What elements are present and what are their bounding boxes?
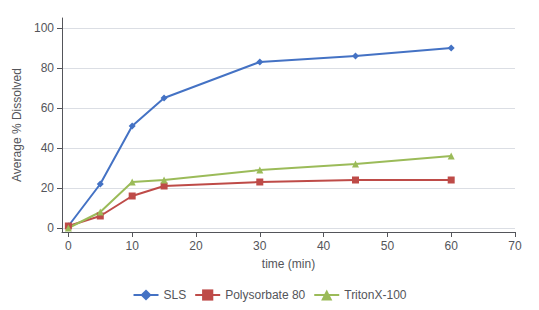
svg-text:Polysorbate 80: Polysorbate 80 — [225, 288, 305, 302]
svg-text:10: 10 — [126, 239, 140, 253]
svg-text:20: 20 — [189, 239, 203, 253]
svg-text:Average % Dissolved: Average % Dissolved — [10, 68, 24, 182]
svg-text:40: 40 — [41, 141, 55, 155]
svg-text:20: 20 — [41, 181, 55, 195]
svg-text:60: 60 — [41, 101, 55, 115]
svg-text:0: 0 — [65, 239, 72, 253]
svg-text:70: 70 — [508, 239, 522, 253]
svg-text:60: 60 — [445, 239, 459, 253]
svg-text:time (min): time (min) — [262, 257, 315, 271]
svg-text:0: 0 — [47, 221, 54, 235]
svg-text:40: 40 — [317, 239, 331, 253]
svg-text:80: 80 — [41, 61, 55, 75]
svg-text:100: 100 — [34, 21, 54, 35]
svg-text:TritonX-100: TritonX-100 — [344, 288, 407, 302]
svg-text:50: 50 — [381, 239, 395, 253]
svg-text:SLS: SLS — [164, 288, 187, 302]
svg-text:30: 30 — [253, 239, 267, 253]
